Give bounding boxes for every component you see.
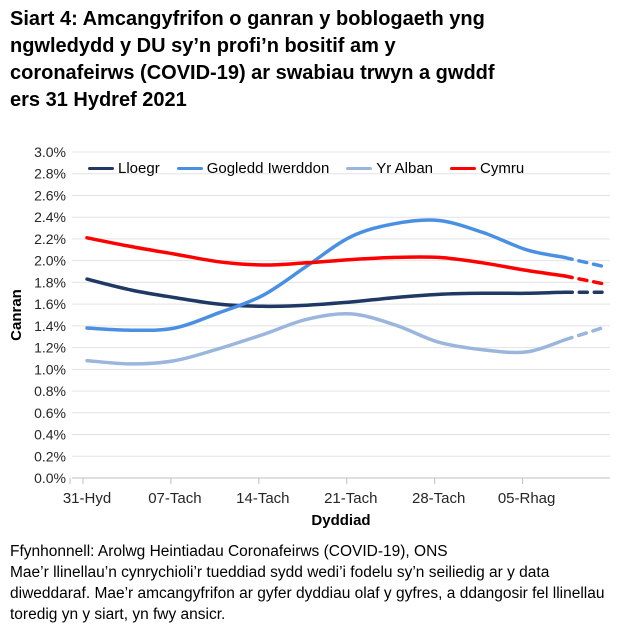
series-line-lloegr — [85, 277, 567, 309]
y-tick-label: 2.2% — [34, 231, 66, 247]
y-tick-label: 0.2% — [34, 448, 66, 464]
legend-item-yr-alban: Yr Alban — [346, 160, 433, 177]
legend-label: Gogledd Iwerddon — [206, 160, 330, 177]
chart-title-line: Siart 4: Amcangyfrifon o ganran y boblog… — [10, 8, 485, 30]
series-line-dashed-gogledd-iwerddon — [562, 255, 604, 268]
series-line-yr-alban — [85, 311, 567, 366]
footnote-line: toredig yn y siart, yn fwy ansicr. — [10, 606, 226, 623]
legend-label: Yr Alban — [376, 160, 434, 177]
y-tick-label: 1.6% — [34, 296, 66, 312]
series-line-cymru — [85, 236, 567, 278]
footnote-line: Mae’r llinellau’n cynrychioli’r tueddiad… — [10, 564, 550, 581]
x-tick-label: 28-Tach — [412, 490, 465, 507]
y-tick-label: 1.0% — [34, 361, 66, 377]
y-tick-label: 1.8% — [34, 274, 66, 290]
x-tick-label: 07-Tach — [148, 490, 201, 507]
series-line-dashed-yr-alban — [562, 326, 604, 342]
y-tick-label: 2.4% — [34, 209, 66, 225]
chart-title-line: ers 31 Hydref 2021 — [10, 89, 187, 111]
series-line-dashed-cymru — [562, 274, 604, 286]
legend-swatch-yr-alban — [346, 166, 373, 171]
y-tick-label: 2.0% — [34, 253, 66, 269]
legend-label: Lloegr — [118, 160, 160, 177]
legend-item-lloegr: Lloegr — [88, 160, 160, 177]
source-text: Ffynhonnell: Arolwg Heintiadau Coronafei… — [10, 543, 448, 560]
y-axis-title: Canran — [8, 289, 25, 341]
series-line-gogledd-iwerddon — [85, 218, 567, 333]
chart-footer: Ffynhonnell: Arolwg Heintiadau Coronafei… — [10, 541, 628, 625]
legend-swatch-lloegr — [88, 166, 114, 171]
chart-legend: Lloegr Gogledd Iwerddon Yr Alban Cymru — [88, 160, 524, 177]
y-tick-label: 0.4% — [34, 427, 66, 443]
legend-label: Cymru — [480, 160, 525, 177]
y-tick-label: 0.0% — [34, 470, 66, 486]
legend-item-gogledd-iwerddon: Gogledd Iwerddon — [176, 160, 330, 177]
chart-title: Siart 4: Amcangyfrifon o ganran y boblog… — [10, 6, 610, 114]
x-tick-label: 31-Hyd — [63, 490, 111, 507]
y-tick-label: 3.0% — [34, 144, 66, 160]
y-tick-label: 2.6% — [34, 187, 66, 203]
legend-swatch-gogledd-iwerddon — [176, 166, 203, 171]
x-tick-label: 05-Rhag — [498, 490, 556, 507]
y-tick-label: 1.4% — [34, 318, 66, 334]
y-tick-label: 1.2% — [34, 340, 66, 356]
legend-item-cymru: Cymru — [450, 160, 524, 177]
footnote-line: diweddaraf. Mae’r amcangyfrifon ar gyfer… — [10, 585, 605, 602]
x-axis-title: Dyddiad — [311, 512, 370, 529]
y-tick-label: 0.6% — [34, 405, 66, 421]
x-tick-label: 21-Tach — [324, 490, 377, 507]
legend-swatch-cymru — [450, 166, 477, 171]
x-tick-label: 14-Tach — [236, 490, 289, 507]
chart-title-line: ngwledydd y DU sy’n profi’n bositif am y — [10, 35, 396, 57]
y-tick-label: 2.8% — [34, 166, 66, 182]
chart-title-line: coronafeirws (COVID-19) ar swabiau trwyn… — [10, 62, 495, 84]
y-tick-label: 0.8% — [34, 383, 66, 399]
